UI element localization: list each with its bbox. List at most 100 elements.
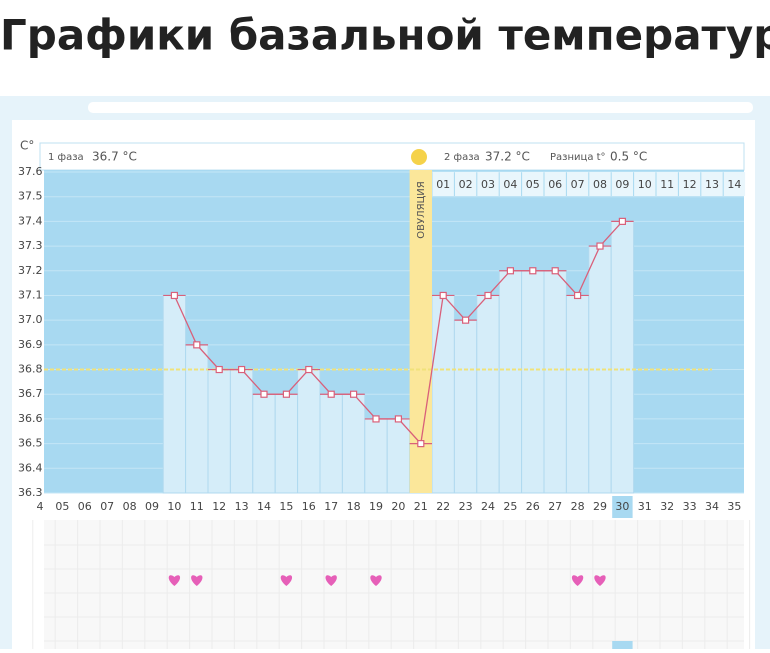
- x-tick-label: 11: [190, 500, 204, 513]
- bar: [252, 393, 276, 494]
- notes-grid: [32, 520, 751, 649]
- x-tick-label: 35: [727, 500, 741, 513]
- bar: [274, 393, 299, 494]
- bar: [297, 369, 321, 494]
- x-tick-label: 24: [481, 500, 495, 513]
- phase2-day-cell: [522, 172, 544, 196]
- phase2-day-label: 11: [660, 178, 674, 191]
- point: [260, 390, 268, 398]
- phase2-day-cell: [544, 172, 566, 196]
- phase2-day-cell: [454, 172, 477, 196]
- current-day-marker: [612, 641, 633, 649]
- diff-value: 0.5 °С: [610, 150, 647, 164]
- point: [506, 267, 514, 275]
- bar: [431, 294, 455, 494]
- y-tick-label: 36.8: [18, 363, 43, 376]
- x-tick-label: 09: [145, 500, 159, 513]
- phase2-day-cell: [611, 172, 634, 196]
- bar: [162, 294, 187, 494]
- phase2-day-cell: [566, 172, 589, 196]
- phase2-day-cell: [656, 172, 678, 196]
- bar: [521, 270, 545, 494]
- x-tick-label: 17: [324, 500, 338, 513]
- x-tick-label: 10: [167, 500, 181, 513]
- page-title: Графики базальной температуры: [0, 11, 770, 60]
- bar: [453, 319, 478, 494]
- x-tick-label: 08: [123, 500, 137, 513]
- bar: [476, 294, 500, 494]
- point: [350, 390, 358, 398]
- y-tick-label: 37.4: [18, 214, 43, 227]
- phase2-day-cell: [477, 172, 499, 196]
- phase2-day-label: 01: [436, 178, 450, 191]
- phase2-day-label: 12: [683, 178, 697, 191]
- x-tick-label: 12: [212, 500, 226, 513]
- point: [193, 341, 201, 349]
- heart-icon: [325, 575, 337, 586]
- phase2-day-label: 03: [481, 178, 495, 191]
- y-tick-label: 36.7: [18, 387, 43, 400]
- point: [327, 390, 335, 398]
- x-tick-label: 20: [391, 500, 405, 513]
- x-tick-label: 07: [100, 500, 114, 513]
- point: [596, 242, 604, 250]
- y-tick-label: 36.3: [18, 486, 43, 499]
- phase2-day-cell: [499, 172, 522, 196]
- y-tick-label: 36.9: [18, 338, 43, 351]
- phase2-day-label: 08: [593, 178, 607, 191]
- point: [439, 291, 447, 300]
- bar: [610, 220, 635, 494]
- bar: [229, 369, 254, 494]
- x-tick-label: 28: [571, 500, 585, 513]
- bar: [565, 294, 590, 494]
- point: [170, 291, 178, 300]
- y-tick-label: 36.6: [18, 412, 43, 425]
- unit-label: С°: [20, 139, 34, 153]
- point: [215, 365, 223, 374]
- phase2-day-cell: [701, 172, 723, 196]
- x-tick-label: 31: [638, 500, 652, 513]
- x-tick-label: 16: [302, 500, 316, 513]
- x-tick-label: 32: [660, 500, 674, 513]
- point: [529, 267, 537, 275]
- x-tick-label: 18: [347, 500, 361, 513]
- bar: [341, 393, 366, 494]
- heart-icon: [191, 575, 203, 586]
- ovulation-label: ОВУЛЯЦИЯ: [416, 181, 427, 239]
- bar: [386, 418, 411, 494]
- point: [462, 316, 470, 324]
- y-tick-label: 37.2: [18, 264, 43, 277]
- x-tick-label: 14: [257, 500, 271, 513]
- point: [305, 365, 313, 374]
- point: [551, 267, 559, 275]
- bar: [364, 418, 388, 494]
- point: [282, 390, 290, 398]
- phase2-day-label: 09: [615, 178, 629, 191]
- bar: [207, 369, 231, 494]
- phase2-label: 2 фаза: [444, 152, 480, 163]
- x-tick-label: 30: [615, 500, 629, 513]
- x-tick-label: 4: [37, 500, 44, 513]
- phase1-value: 36.7 °С: [92, 150, 137, 164]
- x-tick-label: 23: [459, 500, 473, 513]
- x-tick-label: 05: [55, 500, 69, 513]
- phase2-value: 37.2 °С: [485, 150, 530, 164]
- x-tick-label: 13: [235, 500, 249, 513]
- scrollbar[interactable]: [88, 102, 753, 113]
- x-tick-label: 06: [78, 500, 92, 513]
- bar: [498, 270, 523, 494]
- y-tick-label: 37.6: [18, 165, 43, 178]
- x-tick-label: 19: [369, 500, 383, 513]
- point: [372, 415, 380, 423]
- y-tick-label: 37.1: [18, 288, 43, 301]
- phase2-day-label: 14: [727, 178, 741, 191]
- x-tick-label: 26: [526, 500, 540, 513]
- phase2-day-cell: [678, 172, 701, 196]
- x-tick-label: 33: [683, 500, 697, 513]
- x-tick-label: 29: [593, 500, 607, 513]
- point: [618, 217, 627, 225]
- x-tick-label: 34: [705, 500, 719, 513]
- bar: [185, 344, 209, 494]
- heart-icon: [168, 575, 181, 586]
